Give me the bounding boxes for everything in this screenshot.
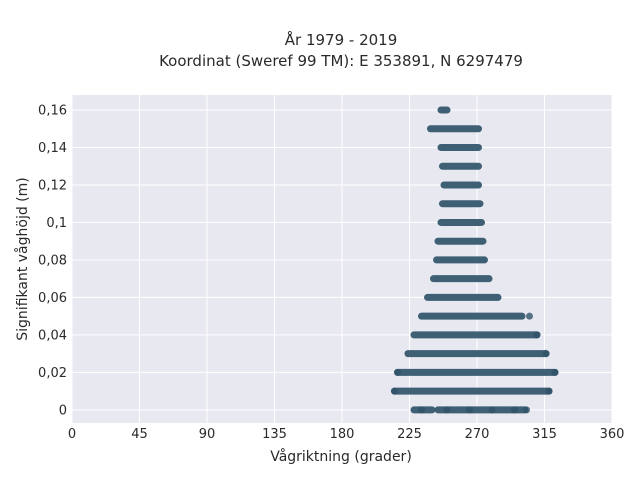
y-tick-label: 0,16 xyxy=(38,103,67,118)
data-point xyxy=(533,331,541,339)
data-point xyxy=(488,406,496,414)
y-tick-label: 0 xyxy=(59,403,67,418)
data-point xyxy=(526,312,533,320)
y-axis-label: Signifikant våghöjd (m) xyxy=(14,177,31,340)
chart-title: År 1979 - 2019 xyxy=(285,30,398,49)
y-tick-label: 0,08 xyxy=(38,253,67,268)
y-tick-label: 0,1 xyxy=(46,216,67,231)
x-tick-label: 180 xyxy=(330,427,355,442)
x-tick-label: 90 xyxy=(199,427,216,442)
tick-labels: 0 45 90 135 180 225 270 315 360 0 0,02 0,04 0,06 0,08… xyxy=(38,103,624,442)
data-point xyxy=(466,406,473,414)
y-tick-label: 0,06 xyxy=(38,291,67,306)
data-point xyxy=(391,387,398,395)
data-point xyxy=(551,368,559,376)
x-axis-label: Vågriktning (grader) xyxy=(270,448,412,465)
x-tick-label: 225 xyxy=(397,427,422,442)
data-point xyxy=(511,406,518,414)
x-tick-label: 315 xyxy=(532,427,557,442)
data-points xyxy=(391,106,559,414)
data-point xyxy=(418,406,425,414)
x-tick-label: 45 xyxy=(131,427,148,442)
x-tick-label: 360 xyxy=(600,427,625,442)
y-tick-label: 0,04 xyxy=(38,328,67,343)
data-point xyxy=(443,406,451,414)
chart-subtitle: Koordinat (Sweref 99 TM): E 353891, N 62… xyxy=(159,52,523,70)
data-point xyxy=(394,368,401,376)
y-tick-label: 0,14 xyxy=(38,141,67,156)
data-point xyxy=(545,387,553,395)
y-tick-label: 0,12 xyxy=(38,178,67,193)
data-point xyxy=(542,350,550,358)
x-tick-label: 0 xyxy=(68,427,76,442)
x-tick-label: 135 xyxy=(262,427,287,442)
y-tick-label: 0,02 xyxy=(38,366,67,381)
data-point xyxy=(523,406,530,414)
x-tick-label: 270 xyxy=(465,427,490,442)
